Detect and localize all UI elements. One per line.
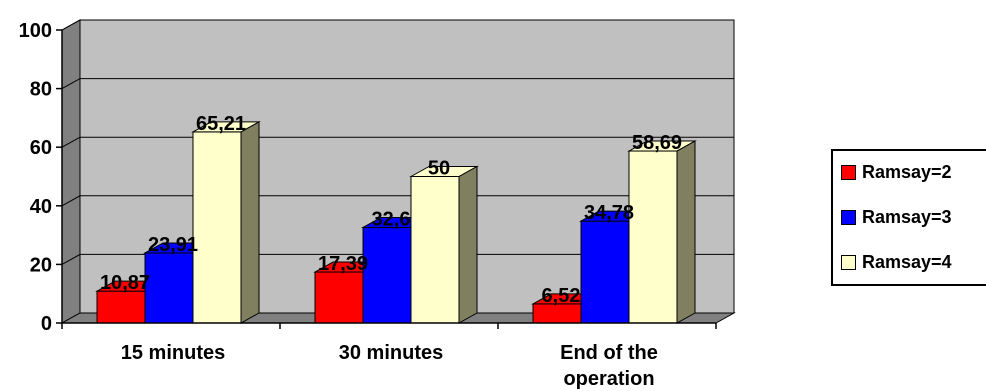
- legend-label: Ramsay=3: [862, 206, 952, 227]
- gridline: [61, 195, 734, 207]
- legend-swatch: [841, 254, 856, 270]
- bar-front: [580, 220, 630, 324]
- bar-front: [96, 290, 146, 324]
- bar-front: [144, 252, 194, 324]
- data-label: 6,52: [542, 285, 581, 307]
- y-tick-label: 0: [41, 313, 52, 335]
- bar-side: [458, 165, 478, 324]
- x-tick-label: 30 minutes: [339, 342, 443, 364]
- y-tick-label: 20: [30, 254, 52, 276]
- legend-item-ramsay-4: Ramsay=4: [841, 249, 952, 275]
- data-label: 58,69: [632, 132, 682, 154]
- bars: [95, 121, 697, 324]
- data-label: 23,91: [148, 234, 198, 256]
- gridlines: [61, 19, 734, 265]
- y-tick-labels: 0 20 40 60 80 100: [19, 20, 52, 335]
- gridline: [61, 136, 734, 148]
- y-tick-label: 100: [19, 20, 52, 42]
- bar: [409, 165, 479, 324]
- axes: [56, 29, 717, 329]
- bar-front: [628, 150, 678, 324]
- y-tick-label: 40: [30, 196, 52, 218]
- data-label: 65,21: [196, 113, 246, 135]
- bar-front: [410, 176, 460, 324]
- x-tick-labels: 15 minutes 30 minutes End of the operation: [121, 342, 658, 390]
- legend-item-ramsay-3: Ramsay=3: [841, 204, 952, 230]
- legend-label: Ramsay=2: [862, 161, 952, 182]
- gridline: [61, 253, 734, 265]
- data-label: 10,87: [100, 272, 150, 294]
- legend: Ramsay=2 Ramsay=3 Ramsay=4: [831, 149, 986, 286]
- legend-item-ramsay-2: Ramsay=2: [841, 159, 952, 185]
- x-tick-label: 15 minutes: [121, 342, 225, 364]
- data-label: 34,78: [584, 202, 634, 224]
- legend-swatch: [841, 164, 856, 180]
- x-tick-label-line: 15 minutes: [121, 342, 225, 364]
- bar-front: [192, 131, 242, 324]
- side-wall: [61, 19, 81, 324]
- data-label: 50: [428, 158, 450, 180]
- x-tick-label-line: 30 minutes: [339, 342, 443, 364]
- bar: [191, 121, 261, 324]
- gridline: [61, 19, 734, 31]
- bar: [627, 140, 697, 324]
- data-label: 32,6: [372, 208, 411, 230]
- bar-front: [362, 226, 412, 324]
- x-tick-label: End of the operation: [560, 342, 658, 390]
- data-label: 17,39: [318, 253, 368, 275]
- bar-front: [314, 271, 364, 324]
- bar-side: [240, 121, 260, 324]
- data-labels: 10,87 23,91 65,21 17,39 32,6 50 6,52 34,78 58,69: [100, 113, 682, 307]
- y-tick-label: 60: [30, 137, 52, 159]
- x-tick-label-line: End of the: [560, 342, 658, 364]
- y-tick-label: 80: [30, 79, 52, 101]
- legend-swatch: [841, 209, 856, 225]
- x-tick-label-line: operation: [563, 368, 654, 390]
- legend-label: Ramsay=4: [862, 251, 952, 272]
- bar-side: [676, 140, 696, 324]
- gridline: [61, 78, 734, 90]
